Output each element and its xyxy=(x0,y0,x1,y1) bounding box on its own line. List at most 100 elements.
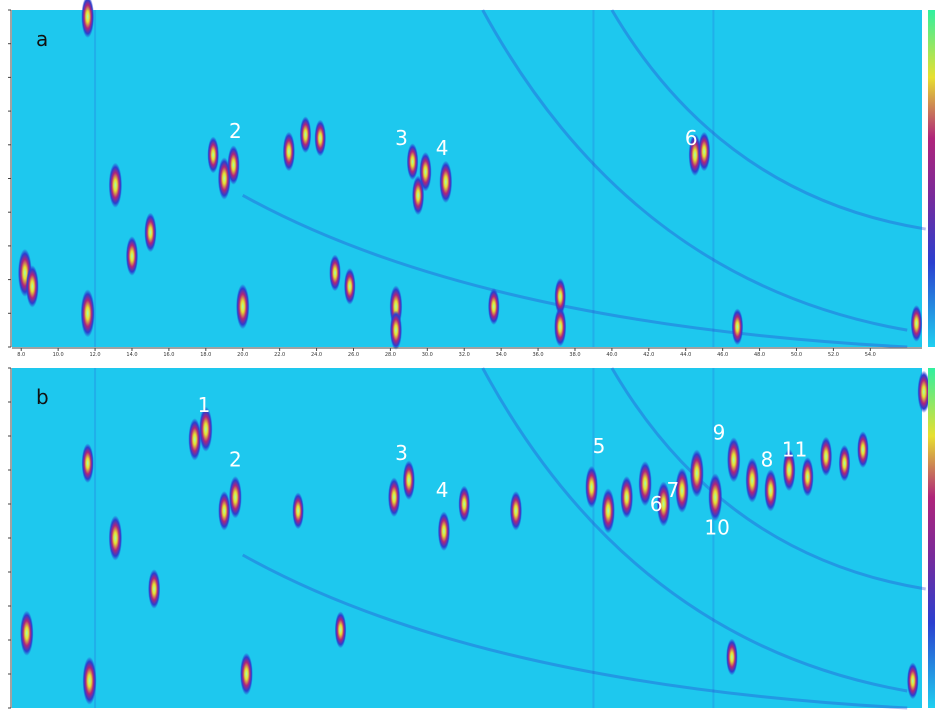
peak-spot xyxy=(554,306,567,347)
peak-label: 2 xyxy=(229,448,242,472)
peak-label: 4 xyxy=(436,478,449,502)
peak-spot xyxy=(199,406,213,452)
peak-spot xyxy=(917,370,931,413)
x-tick-label: 18.0 xyxy=(200,352,211,358)
peak-spot xyxy=(727,437,741,483)
peak-spot xyxy=(80,289,95,338)
arc-streak xyxy=(241,553,908,710)
panel-letter: b xyxy=(36,385,49,409)
peak-spot xyxy=(656,481,671,527)
peak-label: 2 xyxy=(229,119,242,143)
arc-streak xyxy=(610,367,926,591)
peak-label: 6 xyxy=(650,492,663,516)
peak-spot xyxy=(782,448,796,492)
column-streak xyxy=(592,368,595,708)
peak-label: 10 xyxy=(704,516,729,540)
x-tick-label: 14.0 xyxy=(126,352,137,358)
peak-spot xyxy=(698,131,711,172)
peak-spot xyxy=(292,492,304,530)
peak-spot xyxy=(487,288,500,325)
arc-streak xyxy=(481,367,908,693)
peak-spot xyxy=(108,515,123,561)
peak-spot xyxy=(764,469,778,512)
column-streak xyxy=(592,10,595,347)
x-tick-label: 46.0 xyxy=(717,352,728,358)
peak-spot xyxy=(188,418,202,461)
peak-spot xyxy=(406,143,419,181)
peak-label: 5 xyxy=(593,434,606,458)
arc-streak xyxy=(242,194,908,349)
peak-spot xyxy=(689,449,704,498)
column-streak xyxy=(712,368,715,708)
heatmap-a: 2 3 4 6 a 8.0 10.0 12.0 14.0 16.0 18.0 20.0 22.0 24.0… xyxy=(8,0,935,358)
x-tick-label: 48.0 xyxy=(754,352,765,358)
peak-spot xyxy=(299,116,312,154)
peak-spot xyxy=(148,569,161,609)
peak-label: 3 xyxy=(395,441,408,465)
peak-spot xyxy=(801,457,814,497)
peak-spot xyxy=(236,283,250,330)
x-tick-label: 54.0 xyxy=(865,352,876,358)
x-tick-label: 8.0 xyxy=(17,352,25,358)
x-tick-label: 50.0 xyxy=(791,352,802,358)
peak-spot xyxy=(240,652,253,696)
peak-spot xyxy=(585,465,598,509)
peak-spot xyxy=(228,476,242,519)
peak-spot xyxy=(25,265,39,308)
peak-spot xyxy=(334,611,347,649)
colorbar xyxy=(928,368,935,708)
x-tick-label: 32.0 xyxy=(459,352,470,358)
x-tick-label: 12.0 xyxy=(89,352,100,358)
x-tick-label: 36.0 xyxy=(532,352,543,358)
peak-spot xyxy=(857,431,869,468)
peak-spot xyxy=(509,491,523,531)
peak-spot xyxy=(343,267,356,305)
peak-spot xyxy=(144,212,157,253)
peak-spot xyxy=(82,656,97,705)
peak-spot xyxy=(125,236,139,276)
x-tick-label: 38.0 xyxy=(569,352,580,358)
column-streak xyxy=(712,10,715,347)
peak-spot xyxy=(439,160,453,204)
peak-spot xyxy=(601,488,615,534)
peak-spot xyxy=(227,145,240,185)
x-tick-label: 16.0 xyxy=(163,352,174,358)
peak-spot xyxy=(329,254,341,292)
peak-label: 9 xyxy=(713,420,726,444)
x-tick-label: 40.0 xyxy=(606,352,617,358)
panel-a: 2 3 4 6 a 8.0 10.0 12.0 14.0 16.0 18.0 20.0 22.0 24.0… xyxy=(8,0,935,358)
peak-spot xyxy=(20,610,34,656)
x-tick-label: 24.0 xyxy=(311,352,322,358)
colorbar xyxy=(928,10,935,347)
peak-label: 4 xyxy=(436,136,449,160)
peak-spot xyxy=(638,461,652,507)
peak-spot xyxy=(411,175,425,216)
peak-spot xyxy=(458,485,471,523)
x-tick-label: 52.0 xyxy=(828,352,839,358)
peak-spot xyxy=(675,467,689,513)
peak-spot xyxy=(108,162,123,208)
peak-label: 8 xyxy=(761,448,774,472)
peak-spot xyxy=(437,511,451,551)
x-tick-label: 30.0 xyxy=(422,352,433,358)
x-tick-label: 26.0 xyxy=(348,352,359,358)
arc-streak xyxy=(610,9,926,231)
peak-spot xyxy=(838,444,851,482)
heatmap-b: 1 2 3 4 5 67 8 9 10 11 b xyxy=(8,367,935,710)
peak-spot xyxy=(218,491,231,531)
plot-background xyxy=(12,368,922,708)
panel-b: 1 2 3 4 5 6 7 8 9 10 11 b xyxy=(0,362,947,710)
peak-spot xyxy=(819,436,833,477)
peak-spot xyxy=(726,638,738,676)
x-tick-label: 42.0 xyxy=(643,352,654,358)
x-tick-label: 10.0 xyxy=(53,352,64,358)
column-streak xyxy=(94,10,97,347)
peak-label: 7 xyxy=(666,478,679,502)
plot-background xyxy=(12,10,922,347)
peak-spot xyxy=(620,476,634,519)
peak-spot xyxy=(910,305,923,342)
peak-spot xyxy=(906,662,919,700)
peak-spot xyxy=(708,473,723,522)
x-tick-label: 34.0 xyxy=(496,352,507,358)
peak-spot xyxy=(282,131,295,172)
